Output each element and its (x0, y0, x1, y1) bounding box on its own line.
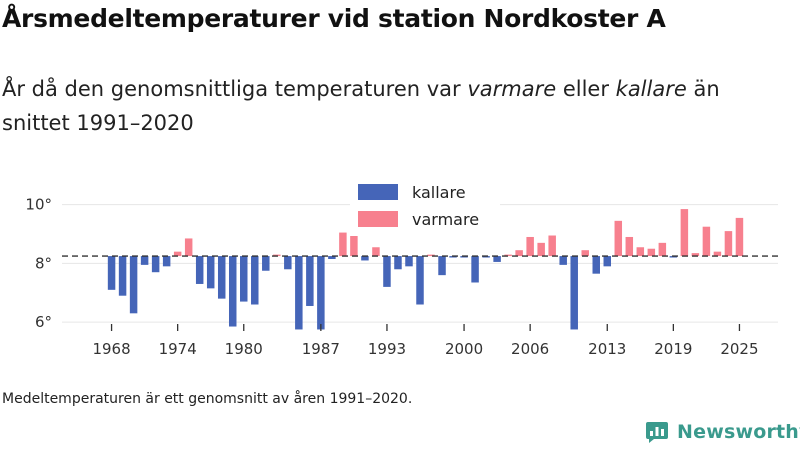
bar-colder[interactable] (284, 256, 292, 270)
chart-legend[interactable]: kallare varmare (350, 178, 500, 236)
bar-warmer[interactable] (372, 247, 380, 257)
bar-colder[interactable] (383, 256, 391, 287)
bar-colder[interactable] (416, 256, 424, 305)
bar-colder[interactable] (471, 256, 479, 283)
bar-colder[interactable] (195, 256, 204, 284)
bar-colder[interactable] (295, 256, 303, 330)
bar-colder[interactable] (460, 256, 468, 258)
bar-warmer[interactable] (581, 250, 589, 257)
subtitle-warm-word: varmare (467, 77, 557, 101)
bar-warmer[interactable] (526, 236, 534, 257)
x-tick-label: 1980 (225, 340, 263, 358)
footnote: Medeltemperaturen är ett genomsnitt av å… (2, 391, 413, 407)
bar-colder[interactable] (306, 256, 314, 306)
bar-colder[interactable] (328, 256, 336, 259)
bar-colder[interactable] (140, 256, 149, 265)
x-tick-label: 1974 (159, 340, 197, 358)
bar-colder[interactable] (240, 256, 248, 302)
bar-warmer[interactable] (350, 229, 358, 257)
brand-name[interactable]: Newsworthy (677, 421, 800, 443)
bar-warmer[interactable] (614, 220, 623, 257)
x-tick-label: 2013 (588, 340, 626, 358)
bar-warmer[interactable] (691, 253, 700, 257)
bar-colder[interactable] (129, 256, 138, 314)
bar-colder[interactable] (162, 256, 171, 267)
bar-colder[interactable] (449, 256, 457, 258)
y-tick-label: 10° (25, 196, 52, 214)
brand-logo[interactable]: Newsworthy (645, 420, 800, 444)
bar-colder[interactable] (151, 256, 160, 273)
bar-warmer[interactable] (702, 226, 711, 257)
bar-colder[interactable] (361, 256, 369, 261)
bar-warmer[interactable] (647, 248, 656, 257)
bar-colder[interactable] (669, 256, 678, 258)
chart-title: Årsmedeltemperaturer vid station Nordkos… (2, 4, 666, 33)
bar-colder[interactable] (438, 256, 446, 276)
bar-warmer[interactable] (515, 250, 523, 257)
subtitle-cold-word: kallare (615, 77, 687, 101)
subtitle-post: än snittet 1991–2020 (2, 77, 720, 135)
bar-colder[interactable] (118, 256, 127, 296)
bar-colder[interactable] (317, 256, 325, 330)
bar-warmer[interactable] (636, 247, 645, 257)
y-tick-label: 8° (35, 254, 52, 272)
bar-warmer[interactable] (658, 242, 667, 257)
bar-warmer[interactable] (537, 242, 545, 257)
bar-warmer[interactable] (548, 235, 556, 257)
x-tick-label: 2006 (511, 340, 549, 358)
bar-colder[interactable] (262, 256, 270, 271)
bar-colder[interactable] (559, 256, 567, 265)
x-tick-label: 1968 (92, 340, 130, 358)
x-tick-label: 1987 (302, 340, 340, 358)
bar-warmer[interactable] (339, 232, 347, 257)
x-tick-label: 2019 (654, 340, 692, 358)
bar-warmer[interactable] (680, 209, 689, 257)
bar-colder[interactable] (394, 256, 402, 270)
legend-label-colder[interactable]: kallare (412, 183, 466, 202)
bar-colder[interactable] (405, 256, 413, 267)
bar-colder[interactable] (570, 256, 578, 330)
x-tick-label: 2000 (445, 340, 483, 358)
x-tick-label: 2025 (720, 340, 758, 358)
newsworthy-logo-icon (646, 422, 668, 443)
bar-warmer[interactable] (173, 251, 182, 257)
bar-colder[interactable] (493, 256, 501, 262)
x-tick-label: 1993 (368, 340, 406, 358)
bar-colder[interactable] (592, 256, 600, 274)
bar-colder[interactable] (228, 256, 237, 327)
bar-colder[interactable] (251, 256, 259, 305)
legend-swatch-warmer[interactable] (358, 211, 398, 227)
legend-swatch-colder[interactable] (358, 184, 398, 200)
x-axis: 1968 1974 1980 1987 1993 2000 2006 2013 2019 2025 (92, 324, 759, 358)
bar-warmer[interactable] (273, 254, 281, 257)
chart-subtitle: År då den genomsnittliga temperaturen va… (2, 72, 792, 140)
y-axis: 6° 8° 10° (25, 196, 52, 331)
bar-colder[interactable] (217, 256, 226, 299)
bar-colder[interactable] (206, 256, 215, 289)
legend-label-warmer[interactable]: varmare (412, 210, 479, 229)
bar-colder[interactable] (482, 256, 490, 258)
bar-warmer[interactable] (427, 254, 435, 257)
bar-warmer[interactable] (735, 217, 744, 257)
subtitle-pre: År då den genomsnittliga temperaturen va… (2, 77, 468, 101)
bar-colder[interactable] (107, 256, 116, 290)
subtitle-mid: eller (556, 77, 616, 101)
bar-colder[interactable] (603, 256, 612, 267)
temperature-bar-chart: 6° 8° 10° 1968 1974 1980 1987 1993 2000 2006 2013… (25, 178, 778, 358)
bar-warmer[interactable] (625, 236, 634, 257)
bar-warmer[interactable] (713, 251, 722, 257)
bar-series (107, 209, 744, 330)
bar-warmer[interactable] (504, 254, 512, 257)
y-tick-label: 6° (35, 313, 52, 331)
bar-warmer[interactable] (184, 238, 193, 257)
bar-warmer[interactable] (724, 231, 733, 257)
